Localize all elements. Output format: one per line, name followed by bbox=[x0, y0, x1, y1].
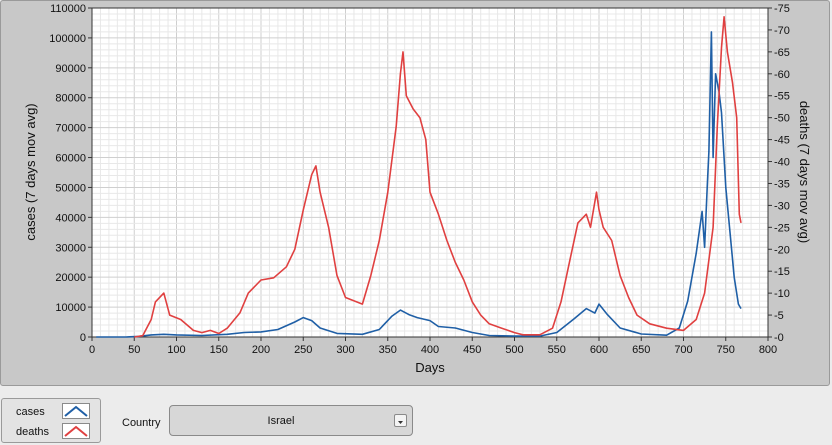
y-right-tick-label: -30 bbox=[774, 200, 790, 212]
legend-label-cases: cases bbox=[16, 406, 45, 418]
y-axis-right: -0 -5 -10 -15 -20 -25 -30 -35 -40 -45 -50 -55 -60 -65… bbox=[768, 3, 790, 344]
chevron-down-icon bbox=[398, 421, 403, 424]
country-label: Country bbox=[122, 417, 161, 429]
deaths-line-icon bbox=[64, 425, 88, 437]
y-left-tick-label: 40000 bbox=[55, 212, 86, 224]
line-chart: 0 50 100 150 200 250 300 350 400 450 500 550 600 650 7… bbox=[23, 3, 812, 375]
series bbox=[96, 15, 742, 338]
country-select-value: Israel bbox=[267, 415, 295, 427]
x-tick-label: 250 bbox=[294, 344, 312, 356]
legend-label-deaths: deaths bbox=[16, 426, 50, 438]
y-right-tick-label: -55 bbox=[774, 91, 790, 103]
x-axis-title: Days bbox=[415, 360, 445, 375]
y-right-tick-label: -25 bbox=[774, 222, 790, 234]
cases-line-icon bbox=[64, 405, 88, 417]
gridlines bbox=[91, 7, 769, 338]
y-right-tick-label: -5 bbox=[774, 310, 784, 322]
y-left-tick-label: 70000 bbox=[55, 123, 86, 135]
y-left-tick-label: 80000 bbox=[55, 93, 86, 105]
x-tick-label: 700 bbox=[674, 344, 692, 356]
legend-swatch-deaths[interactable] bbox=[62, 423, 90, 439]
y-right-tick-label: -20 bbox=[774, 244, 790, 256]
dropdown-arrow-button[interactable] bbox=[394, 414, 407, 427]
y-left-tick-label: 110000 bbox=[50, 3, 86, 15]
y-right-tick-label: -10 bbox=[774, 288, 790, 300]
y-right-tick-label: -35 bbox=[774, 178, 790, 190]
x-tick-label: 450 bbox=[463, 344, 481, 356]
y-left-tick-label: 50000 bbox=[55, 182, 86, 194]
y-right-tick-label: -65 bbox=[774, 47, 790, 59]
y-left-tick-label: 60000 bbox=[55, 153, 86, 165]
y-right-tick-label: -70 bbox=[774, 25, 790, 37]
x-tick-label: 750 bbox=[717, 344, 735, 356]
legend-swatch-cases[interactable] bbox=[62, 403, 90, 419]
x-tick-label: 50 bbox=[128, 344, 140, 356]
y-axis-left: 0 10000 20000 30000 40000 50000 60000 70000 8000… bbox=[49, 3, 92, 344]
y-right-tick-label: -40 bbox=[774, 157, 790, 169]
country-select[interactable]: Israel bbox=[169, 405, 413, 436]
y-left-tick-label: 30000 bbox=[55, 242, 86, 254]
x-tick-label: 400 bbox=[421, 344, 439, 356]
legend: cases deaths bbox=[1, 398, 101, 443]
x-axis: 0 50 100 150 200 250 300 350 400 450 500 550 600 650 7… bbox=[89, 337, 777, 356]
y-right-tick-label: -15 bbox=[774, 266, 790, 278]
x-tick-label: 800 bbox=[759, 344, 777, 356]
x-tick-label: 200 bbox=[252, 344, 270, 356]
y-axis-right-title: deaths (7 days mov avg) bbox=[797, 101, 812, 243]
y-left-tick-label: 10000 bbox=[55, 302, 86, 314]
series-line-deaths bbox=[134, 15, 742, 338]
y-left-tick-label: 0 bbox=[80, 332, 86, 344]
y-right-tick-label: -45 bbox=[774, 135, 790, 147]
x-tick-label: 0 bbox=[89, 344, 95, 356]
y-right-tick-label: -0 bbox=[774, 332, 784, 344]
x-tick-label: 150 bbox=[210, 344, 228, 356]
y-left-tick-label: 90000 bbox=[55, 63, 86, 75]
x-tick-label: 100 bbox=[167, 344, 185, 356]
y-right-tick-label: -50 bbox=[774, 113, 790, 125]
y-right-tick-label: -75 bbox=[774, 3, 790, 15]
y-left-tick-label: 100000 bbox=[49, 33, 86, 45]
x-tick-label: 600 bbox=[590, 344, 608, 356]
y-left-tick-label: 20000 bbox=[55, 272, 86, 284]
x-tick-label: 500 bbox=[505, 344, 523, 356]
x-tick-label: 300 bbox=[336, 344, 354, 356]
y-axis-left-title: cases (7 days mov avg) bbox=[23, 103, 38, 240]
x-tick-label: 650 bbox=[632, 344, 650, 356]
y-right-tick-label: -60 bbox=[774, 69, 790, 81]
series-line-cases bbox=[96, 31, 742, 338]
x-tick-label: 550 bbox=[548, 344, 566, 356]
x-tick-label: 350 bbox=[379, 344, 397, 356]
